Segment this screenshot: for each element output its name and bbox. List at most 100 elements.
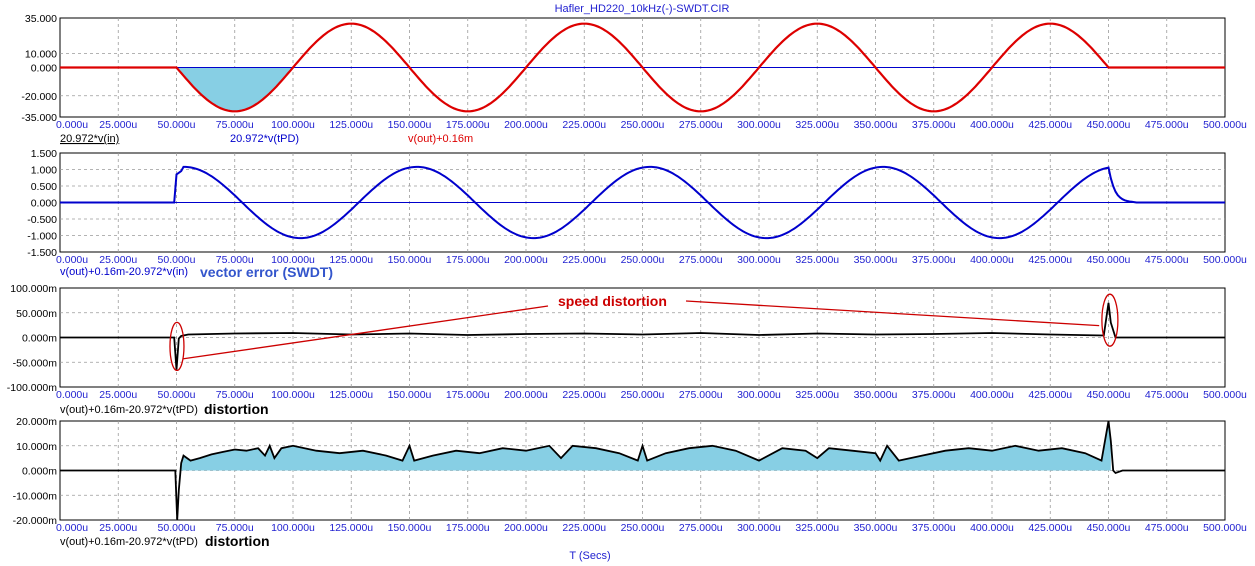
x-tick-label: 100.000u [271,119,315,131]
callout-ellipse-left [169,321,185,372]
y-tick-label: -1.000 [27,231,57,243]
x-tick-label: 75.000u [216,522,254,534]
y-tick-label: 0.000m [22,466,57,478]
y-tick-label: -20.000m [13,515,58,527]
shaded-area [176,67,293,112]
x-tick-label: 425.000u [1028,119,1072,131]
series-line-output [60,22,1225,113]
x-tick-label: 400.000u [970,254,1014,266]
x-tick-label: 325.000u [795,522,839,534]
x-axis-title: T (Secs) [569,550,610,562]
y-tick-label: -100.000m [7,382,57,394]
x-tick-label: 200.000u [504,389,548,401]
x-tick-label: 300.000u [737,389,781,401]
y-tick-label: -20.000 [21,91,57,103]
x-tick-label: 225.000u [562,522,606,534]
x-tick-label: 0.000u [56,522,88,534]
annotation-distortion: distortion [204,401,269,417]
y-tick-label: -50.000m [13,357,58,369]
x-tick-label: 350.000u [854,389,898,401]
x-tick-label: 450.000u [1087,522,1131,534]
x-tick-label: 225.000u [562,254,606,266]
x-tick-label: 475.000u [1145,254,1189,266]
panel-distortion-wide: 0.000u 25.000u 50.000u 75.000u 100.000u 125.0… [7,283,1247,401]
y-tick-label: 10.000 [25,48,57,60]
y-tick-label: 1.000 [31,165,57,177]
x-tick-label: 475.000u [1145,389,1189,401]
x-tick-label: 250.000u [621,389,665,401]
callout-line-left [183,305,549,360]
y-tick-label: 0.000m [22,333,57,345]
x-tick-label: 75.000u [216,389,254,401]
x-tick-label: 75.000u [216,254,254,266]
x-tick-label: 500.000u [1203,522,1247,534]
series-line-distortion [60,302,1225,370]
x-tick-label: 300.000u [737,119,781,131]
y-tick-label: 0.500 [31,181,57,193]
x-tick-label: 125.000u [329,389,373,401]
x-tick-label: 150.000u [388,389,432,401]
panel-input-output: 0.000u 25.000u 50.000u 75.000u 100.000u 125.0… [21,13,1247,131]
y-tick-label: 0.000 [31,198,57,210]
annotation-distortion-zoom: distortion [205,533,270,549]
x-tick-label: 350.000u [854,522,898,534]
chart-title: Hafler_HD220_10kHz(-)-SWDT.CIR [555,3,730,15]
x-tick-label: 150.000u [388,522,432,534]
callout-line-right [685,300,1100,327]
x-tick-label: 300.000u [737,522,781,534]
x-tick-label: 275.000u [679,119,723,131]
x-tick-label: 175.000u [446,119,490,131]
series-line-distortion [60,421,1225,520]
x-tick-label: 25.000u [99,254,137,266]
x-tick-label: 50.000u [158,254,196,266]
trace-label-distortion: v(out)+0.16m-20.972*v(tPD) [60,404,198,416]
x-tick-label: 50.000u [158,522,196,534]
y-tick-label: 1.500 [31,148,57,160]
y-tick-label: 35.000 [25,13,57,25]
x-tick-label: 425.000u [1028,254,1072,266]
x-tick-label: 150.000u [388,254,432,266]
x-tick-label: 125.000u [329,119,373,131]
x-tick-label: 475.000u [1145,119,1189,131]
x-tick-label: 250.000u [621,522,665,534]
x-tick-label: 75.000u [216,119,254,131]
x-tick-label: 25.000u [99,389,137,401]
x-tick-label: 275.000u [679,522,723,534]
x-tick-label: 450.000u [1087,389,1131,401]
x-tick-label: 450.000u [1087,119,1131,131]
x-tick-label: 425.000u [1028,522,1072,534]
x-tick-label: 50.000u [158,389,196,401]
x-tick-label: 200.000u [504,522,548,534]
x-tick-label: 150.000u [388,119,432,131]
y-tick-label: -35.000 [21,112,57,124]
x-tick-label: 275.000u [679,254,723,266]
trace-label-output: v(out)+0.16m [408,133,473,145]
x-tick-label: 400.000u [970,522,1014,534]
x-tick-label: 350.000u [854,119,898,131]
x-tick-label: 300.000u [737,254,781,266]
x-tick-label: 0.000u [56,389,88,401]
x-tick-label: 500.000u [1203,119,1247,131]
y-tick-label: 100.000m [10,283,57,295]
x-tick-label: 400.000u [970,119,1014,131]
x-tick-label: 375.000u [912,119,956,131]
y-tick-label: -10.000m [13,490,58,502]
y-tick-label: 0.000 [31,63,57,75]
trace-label-vector-error: v(out)+0.16m-20.972*v(in) [60,266,188,278]
x-tick-label: 500.000u [1203,254,1247,266]
x-tick-label: 100.000u [271,389,315,401]
x-tick-label: 100.000u [271,522,315,534]
x-tick-label: 250.000u [621,254,665,266]
x-tick-label: 450.000u [1087,254,1131,266]
x-tick-label: 50.000u [158,119,196,131]
x-tick-label: 175.000u [446,389,490,401]
x-tick-label: 200.000u [504,119,548,131]
trace-label-tpd: 20.972*v(tPD) [230,133,299,145]
x-tick-label: 0.000u [56,254,88,266]
x-tick-label: 350.000u [854,254,898,266]
x-tick-label: 325.000u [795,254,839,266]
x-tick-label: 25.000u [99,522,137,534]
x-tick-label: 175.000u [446,254,490,266]
x-tick-label: 225.000u [562,389,606,401]
